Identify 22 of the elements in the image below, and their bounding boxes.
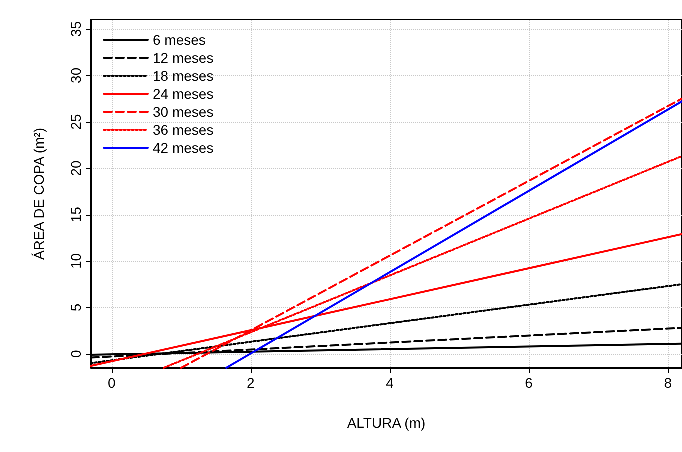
y-tick-label: 20 [68, 160, 84, 176]
y-tick-label: 25 [68, 114, 84, 130]
y-axis-title: ÁREA DE COPA (m²) [31, 128, 47, 260]
y-tick-label: 5 [68, 304, 84, 312]
legend-label: 36 meses [153, 122, 214, 138]
y-tick-label: 0 [68, 350, 84, 358]
x-tick-label: 8 [664, 375, 672, 391]
legend-label: 12 meses [153, 50, 214, 66]
y-tick-label: 10 [68, 253, 84, 270]
legend-label: 6 meses [153, 32, 206, 48]
y-tick-label: 35 [68, 21, 84, 38]
y-tick-label: 30 [68, 68, 84, 84]
x-tick-label: 0 [108, 375, 116, 391]
legend-label: 42 meses [153, 140, 214, 156]
x-tick-label: 6 [525, 375, 534, 391]
x-axis-title: ALTURA (m) [347, 415, 426, 431]
x-tick-label: 4 [386, 375, 394, 391]
y-tick-label: 15 [68, 206, 84, 223]
x-tick-label: 2 [247, 375, 256, 391]
legend-label: 30 meses [153, 104, 214, 120]
legend-label: 18 meses [153, 68, 214, 84]
legend-label: 24 meses [153, 86, 214, 102]
